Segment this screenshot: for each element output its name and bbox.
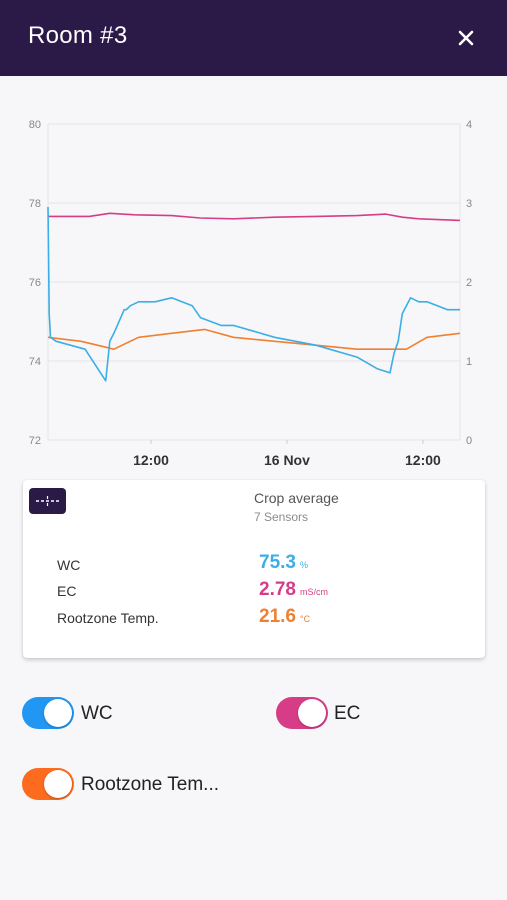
metric-label-temp: Rootzone Temp. <box>57 610 159 626</box>
app-header: Room #3 <box>0 0 507 76</box>
metric-value-wc: 75.3% <box>259 552 308 573</box>
right-axis: 4 3 2 1 0 <box>466 119 472 447</box>
metric-unit-wc: % <box>299 560 308 570</box>
metric-unit-ec: mS/cm <box>299 587 328 597</box>
left-tick-label: 74 <box>29 356 41 368</box>
page-title: Room #3 <box>28 22 128 49</box>
right-tick-label: 1 <box>466 356 472 368</box>
left-axis: 80 78 76 74 72 <box>29 119 41 447</box>
average-line-icon[interactable] <box>29 488 66 514</box>
toggle-rootzone-temp[interactable] <box>22 768 74 800</box>
toggle-knob <box>44 699 72 727</box>
toggle-knob <box>44 770 72 798</box>
close-icon <box>458 30 474 46</box>
toggle-ec[interactable] <box>276 697 328 729</box>
toggle-wc[interactable] <box>22 697 74 729</box>
close-button[interactable] <box>450 22 482 54</box>
metric-unit-temp: °C <box>299 614 311 624</box>
series-line-ec <box>48 212 461 222</box>
toggle-label-ec: EC <box>334 703 361 724</box>
metric-label-ec: EC <box>57 583 77 599</box>
left-tick-label: 76 <box>29 277 41 289</box>
right-tick-label: 3 <box>466 198 472 210</box>
sensor-chart[interactable]: 80 78 76 74 72 4 3 2 1 0 12:00 16 Nov 12:00 <box>0 100 507 470</box>
chart-series <box>47 206 461 382</box>
metric-label-wc: WC <box>57 557 81 573</box>
toggle-label-wc: WC <box>81 703 113 724</box>
left-tick-label: 78 <box>29 198 41 210</box>
toggle-label-rootzone-temp: Rootzone Tem... <box>81 774 220 795</box>
series-line-rootzone-temp- <box>47 328 461 350</box>
toggle-knob <box>298 699 326 727</box>
right-tick-label: 2 <box>466 277 472 289</box>
x-tick-label: 12:00 <box>133 452 169 468</box>
left-tick-label: 72 <box>29 435 41 447</box>
metric-value-ec: 2.78 mS/cm <box>259 579 328 600</box>
right-tick-label: 0 <box>466 435 472 447</box>
card-title: Crop average <box>254 490 339 506</box>
metric-value-temp: 21.6 °C <box>259 606 311 627</box>
x-tick-label: 16 Nov <box>264 452 310 468</box>
x-axis: 12:00 16 Nov 12:00 <box>133 440 441 468</box>
chart-grid <box>47 123 461 441</box>
right-tick-label: 4 <box>466 119 472 131</box>
x-tick-label: 12:00 <box>405 452 441 468</box>
crop-average-card: Crop average 7 Sensors WC 75.3% EC 2.78 m… <box>23 480 485 658</box>
sensor-count: 7 Sensors <box>254 510 309 524</box>
chart-canvas: 80 78 76 74 72 4 3 2 1 0 12:00 16 Nov 12:00 <box>29 119 472 468</box>
left-tick-label: 80 <box>29 119 41 131</box>
series-line-wc <box>47 206 460 382</box>
